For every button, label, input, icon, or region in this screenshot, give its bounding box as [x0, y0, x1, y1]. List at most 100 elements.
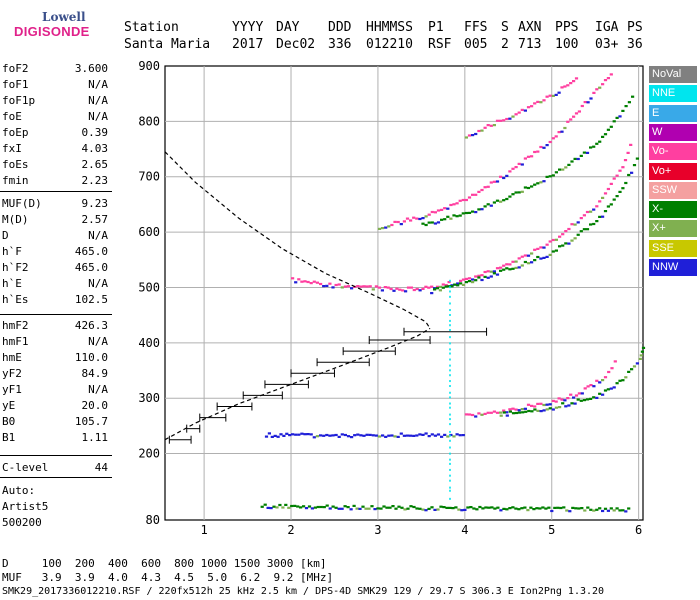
echo-mark	[393, 220, 397, 223]
echo-mark	[517, 257, 521, 260]
noise-mark	[449, 336, 451, 339]
param-row: hmE 110.0	[2, 351, 108, 366]
echo-mark	[567, 227, 571, 231]
echo-mark	[440, 435, 444, 438]
header-value: 2	[501, 37, 509, 52]
echo-mark	[447, 285, 451, 288]
echo-mark	[440, 208, 444, 211]
echo-mark	[474, 211, 478, 214]
echo-mark	[427, 213, 431, 216]
param-separator	[0, 477, 112, 478]
echo-mark	[574, 394, 579, 397]
echo-mark	[390, 223, 394, 227]
echo-mark	[412, 288, 416, 292]
echo-mark	[505, 263, 509, 266]
echo-mark	[566, 397, 570, 400]
noise-mark	[449, 468, 451, 471]
noise-mark	[449, 458, 451, 461]
echo-mark	[589, 210, 593, 213]
param-row: fxI 4.03	[2, 142, 108, 157]
echo-mark	[560, 130, 564, 133]
echo-mark	[520, 163, 524, 166]
echo-mark	[443, 218, 447, 221]
echo-mark	[606, 77, 610, 80]
noise-mark	[449, 380, 451, 383]
echo-mark	[373, 508, 377, 511]
echo-mark	[558, 168, 562, 171]
echo-mark	[359, 434, 363, 437]
echo-mark	[448, 506, 452, 509]
echo-mark	[609, 387, 613, 390]
echo-mark	[471, 413, 475, 417]
echo-mark	[603, 133, 608, 136]
echo-mark	[533, 248, 537, 251]
echo-mark	[533, 259, 537, 262]
echo-mark	[554, 406, 558, 409]
echo-mark	[436, 508, 440, 511]
echo-mark	[551, 238, 555, 242]
echo-mark	[284, 503, 288, 506]
echo-mark	[539, 246, 543, 249]
echo-mark	[511, 193, 515, 196]
echo-mark	[495, 267, 500, 270]
echo-mark	[523, 407, 527, 410]
echo-mark	[544, 507, 548, 510]
noise-mark	[449, 374, 451, 377]
echo-mark	[554, 93, 558, 96]
echo-mark	[570, 402, 574, 405]
echo-mark	[331, 286, 335, 289]
header-value: 336	[328, 37, 352, 52]
echo-mark	[322, 506, 326, 509]
echo-mark	[294, 281, 298, 284]
echo-mark	[561, 233, 565, 236]
param-value: N/A	[88, 229, 108, 242]
echo-mark	[376, 507, 380, 510]
param-value: 426.3	[74, 319, 108, 332]
noise-mark	[449, 486, 451, 489]
echo-mark	[502, 176, 506, 180]
y-tick-label: 80	[146, 513, 160, 527]
echo-mark	[322, 434, 326, 437]
echo-mark	[545, 95, 549, 98]
echo-mark	[526, 254, 531, 257]
echo-mark	[630, 171, 634, 174]
echo-mark	[263, 503, 267, 506]
echo-mark	[452, 214, 456, 217]
echo-mark	[418, 507, 422, 510]
echo-mark	[502, 507, 506, 510]
echo-mark	[379, 507, 383, 510]
echo-mark	[572, 115, 576, 118]
echo-mark	[592, 509, 596, 512]
echo-mark	[576, 233, 580, 236]
echo-mark	[368, 285, 372, 288]
echo-mark	[558, 235, 562, 238]
echo-mark	[364, 507, 368, 510]
noise-mark	[449, 439, 451, 442]
echo-mark	[340, 507, 344, 510]
header-label: S	[501, 20, 509, 35]
echo-mark	[514, 266, 518, 269]
echo-mark	[495, 199, 500, 202]
echo-mark	[550, 509, 554, 513]
echo-mark	[409, 505, 413, 508]
header-label: P1	[428, 20, 444, 35]
echo-mark	[401, 289, 405, 292]
echo-mark	[406, 286, 411, 289]
echo-mark	[521, 411, 525, 414]
echo-mark	[467, 280, 472, 283]
echo-mark	[409, 286, 413, 289]
echo-mark	[576, 157, 580, 161]
param-name: hmE	[2, 351, 22, 364]
param-name: foF2	[2, 62, 29, 75]
header-label: AXN	[518, 20, 542, 35]
echo-mark	[493, 507, 497, 510]
echo-mark	[477, 190, 481, 193]
param-separator	[0, 314, 112, 315]
noise-mark	[449, 279, 451, 282]
echo-mark	[343, 505, 347, 508]
echo-mark	[542, 403, 546, 407]
echo-mark	[499, 411, 503, 414]
echo-mark	[615, 507, 619, 510]
echo-mark	[475, 508, 479, 511]
echo-mark	[337, 507, 341, 510]
